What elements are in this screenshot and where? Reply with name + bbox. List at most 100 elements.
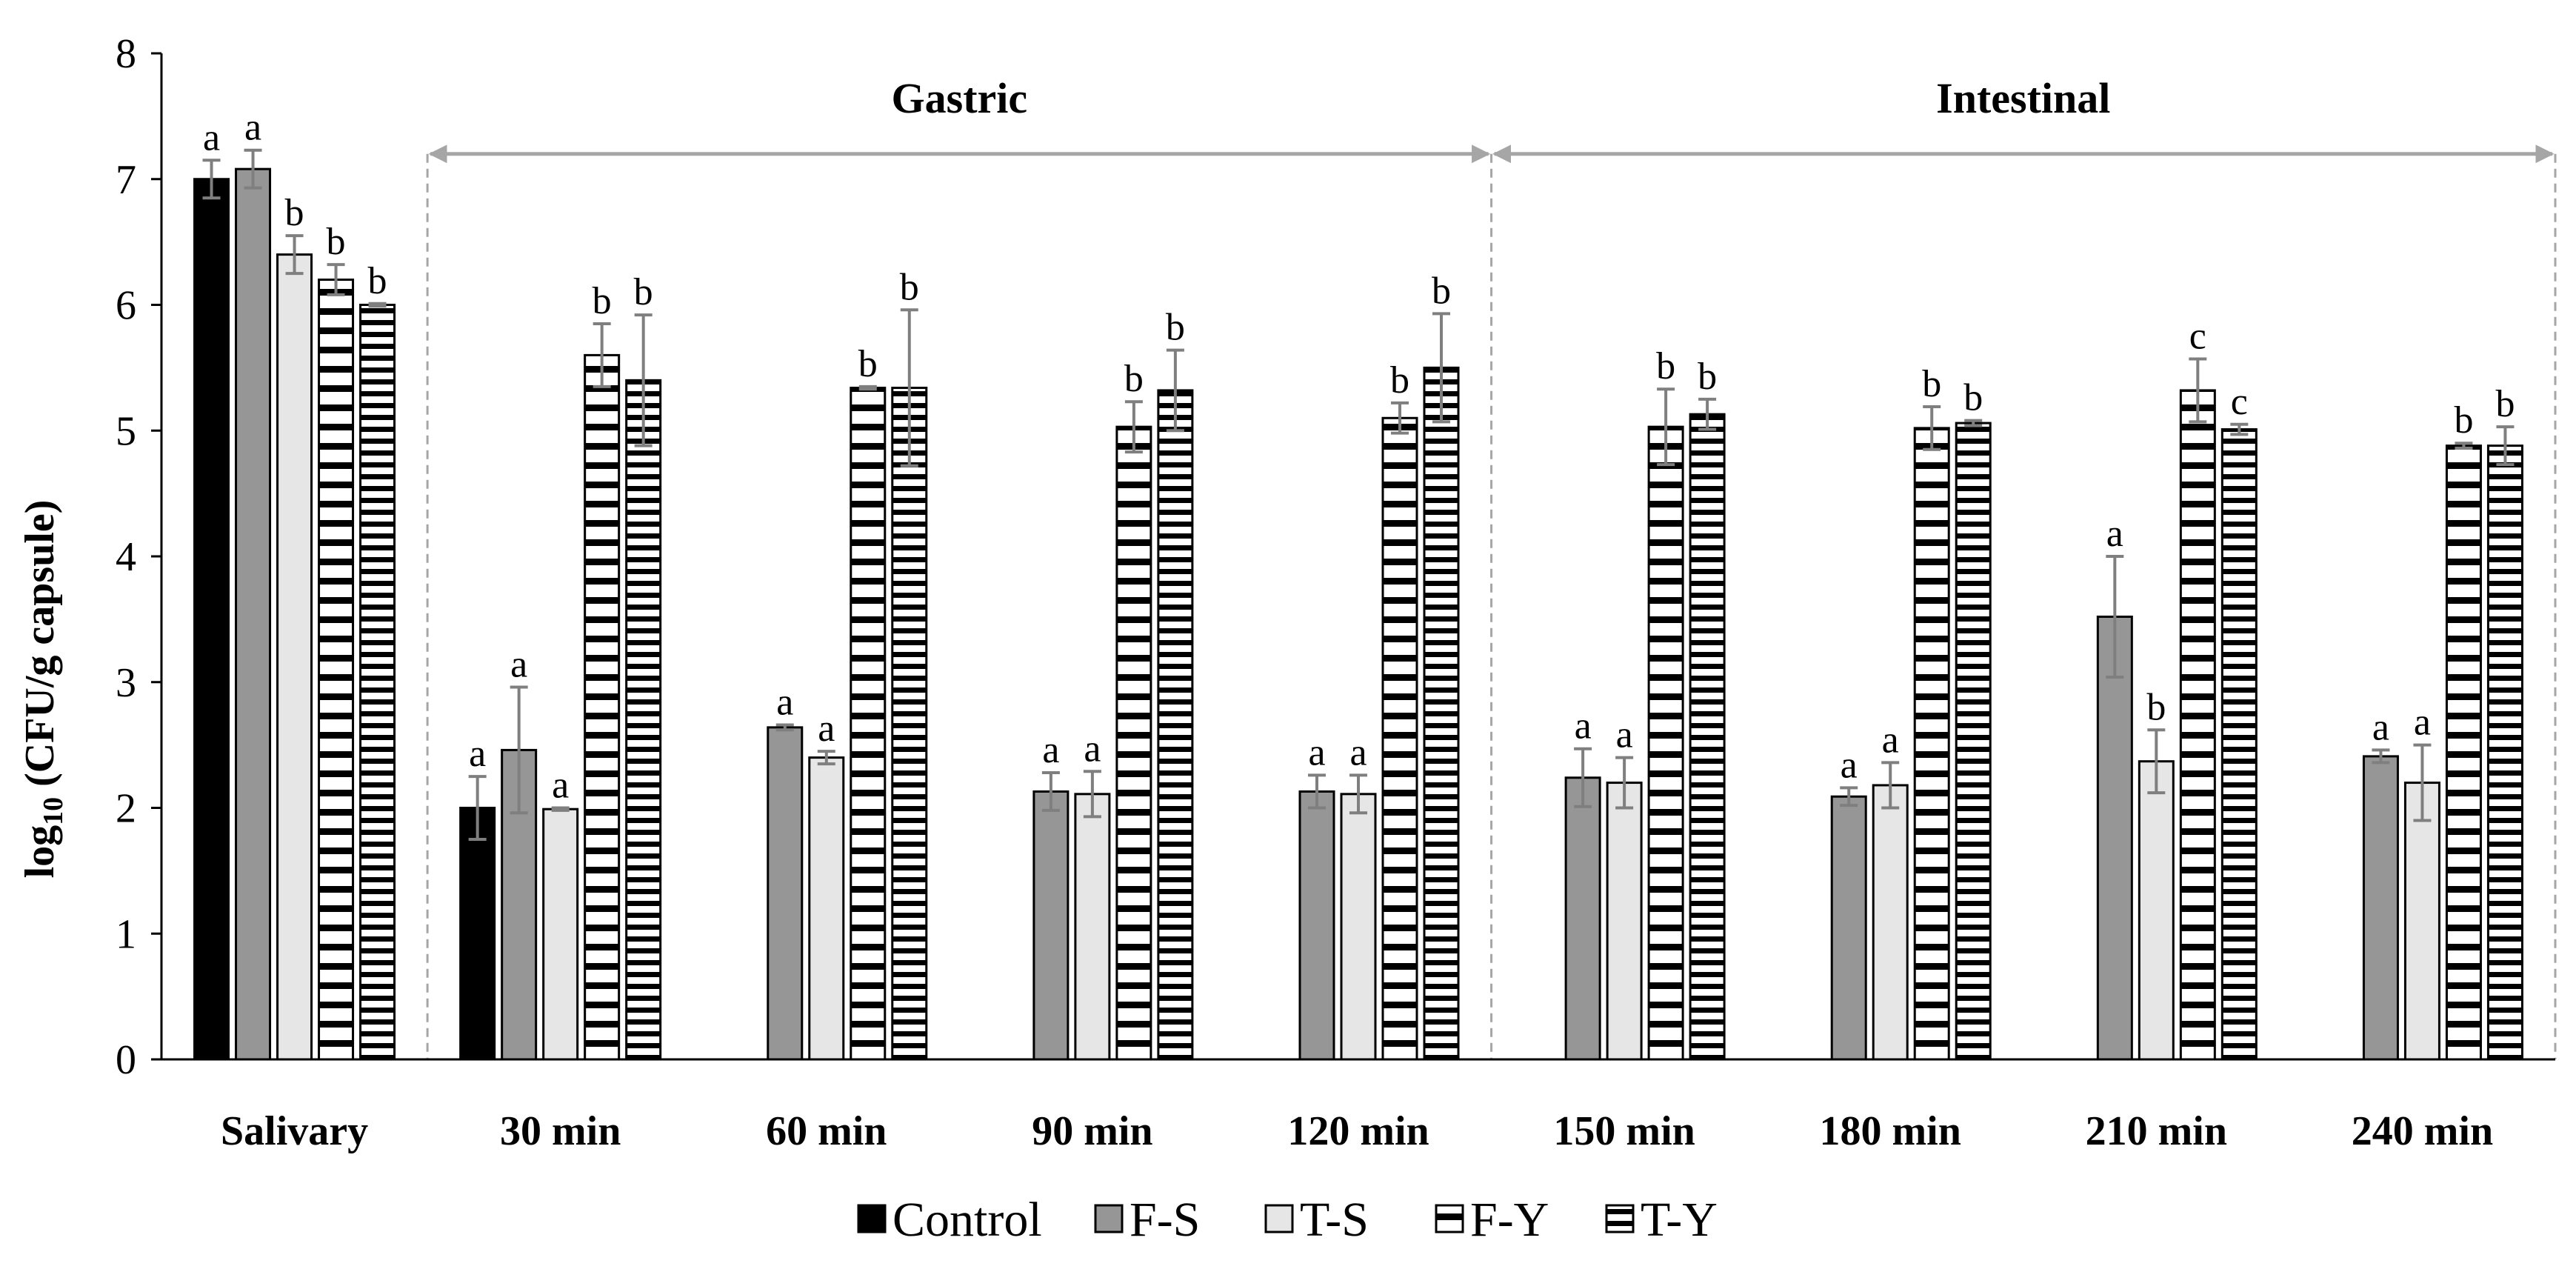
legend-swatch — [857, 1204, 887, 1233]
bar — [359, 304, 396, 1061]
significance-label: a — [552, 765, 569, 807]
significance-label: b — [2454, 399, 2473, 442]
bar — [1381, 416, 1418, 1061]
y-axis-ticks: 0 1 2 3 4 5 6 7 8 — [116, 31, 161, 1083]
bar — [2486, 444, 2523, 1061]
bar — [1157, 389, 1194, 1061]
y-tick-label: 7 — [116, 157, 136, 203]
bar — [808, 756, 845, 1061]
significance-label: a — [776, 681, 793, 723]
x-category-label: 30 min — [500, 1108, 621, 1154]
bar — [542, 808, 579, 1061]
significance-label: b — [368, 260, 387, 302]
bar — [1913, 427, 1950, 1061]
significance-label: a — [2372, 706, 2389, 748]
y-tick-label: 2 — [116, 786, 136, 832]
bar — [193, 178, 230, 1061]
bar — [1074, 793, 1111, 1061]
bar — [1115, 425, 1152, 1061]
bar — [2403, 782, 2440, 1061]
significance-label: a — [1841, 744, 1858, 786]
bar — [2096, 615, 2133, 1061]
y-tick-label: 0 — [116, 1037, 136, 1083]
significance-label: b — [1124, 358, 1144, 400]
legend-label: F-Y — [1470, 1193, 1549, 1247]
bar — [850, 387, 887, 1061]
significance-label: b — [1698, 356, 1717, 398]
bar — [625, 379, 662, 1061]
bar — [318, 279, 355, 1061]
y-tick-label: 8 — [116, 31, 136, 77]
bar — [1647, 425, 1684, 1061]
x-category-label: 210 min — [2086, 1108, 2227, 1154]
bar — [1032, 790, 1070, 1061]
significance-label: b — [634, 271, 653, 313]
x-category-label: Salivary — [221, 1108, 368, 1154]
legend-label: T-Y — [1641, 1193, 1718, 1247]
significance-label: b — [1656, 345, 1675, 387]
y-tick-label: 3 — [116, 660, 136, 706]
significance-label: b — [285, 192, 304, 234]
legend-swatch — [1264, 1204, 1294, 1233]
significance-label: b — [1390, 359, 1409, 402]
y-tick-label: 5 — [116, 408, 136, 454]
bar — [1830, 795, 1867, 1061]
legend-label: T-S — [1300, 1193, 1369, 1247]
bar — [1423, 366, 1460, 1061]
bar — [1872, 784, 1909, 1061]
bar — [1564, 776, 1601, 1061]
significance-label: b — [1963, 377, 1983, 419]
significance-label: b — [858, 343, 878, 385]
legend-label: F-S — [1129, 1193, 1200, 1247]
bar — [1955, 422, 1992, 1061]
significance-label: b — [1166, 307, 1185, 349]
x-category-label: 60 min — [766, 1108, 887, 1154]
bar — [2138, 760, 2175, 1061]
significance-label: b — [2146, 686, 2166, 728]
significance-label: a — [1042, 729, 1059, 771]
y-tick-label: 4 — [116, 534, 136, 580]
x-axis-categories: Salivary 30 min 60 min 90 min 120 min 150 min… — [221, 1108, 2493, 1154]
phase-annotations: Gastric Intestinal — [426, 74, 2557, 1059]
bar — [1606, 782, 1643, 1061]
y-tick-label: 1 — [116, 911, 136, 957]
significance-label: a — [1616, 714, 1633, 756]
legend-label: Control — [892, 1193, 1042, 1247]
bar — [1298, 790, 1335, 1061]
bar — [2179, 389, 2216, 1061]
significance-label: c — [2189, 315, 2206, 357]
bar — [276, 253, 313, 1061]
significance-label: a — [1882, 719, 1899, 761]
bar — [2220, 428, 2258, 1061]
phase-label: Intestinal — [1936, 74, 2110, 122]
legend-swatch — [1605, 1204, 1635, 1233]
significance-label: a — [1575, 705, 1592, 747]
significance-label: b — [327, 221, 346, 263]
significance-label: a — [203, 116, 220, 159]
bar — [767, 726, 804, 1061]
significance-label: a — [818, 707, 835, 750]
bar — [1340, 793, 1377, 1061]
bar — [459, 807, 496, 1061]
significance-label: c — [2231, 381, 2248, 423]
significance-label: a — [469, 733, 486, 775]
significance-label: b — [2495, 383, 2515, 425]
significance-label: a — [1308, 731, 1325, 773]
y-axis-title: log10 (CFU/g capsule) — [17, 500, 69, 879]
significance-label: a — [1349, 731, 1367, 773]
significance-label: b — [593, 280, 612, 322]
significance-label: a — [244, 107, 261, 149]
significance-label: b — [1922, 363, 1941, 405]
bar — [2445, 444, 2482, 1061]
x-category-label: 240 min — [2352, 1108, 2493, 1154]
phase-label: Gastric — [892, 74, 1028, 122]
bar — [891, 387, 928, 1061]
significance-label: a — [2414, 702, 2431, 744]
legend: Control F-S T-S F-Y T-Y — [857, 1193, 1718, 1247]
bar — [2362, 755, 2399, 1061]
y-tick-label: 6 — [116, 283, 136, 329]
legend-swatch — [1094, 1204, 1124, 1233]
axes — [160, 53, 2555, 1061]
